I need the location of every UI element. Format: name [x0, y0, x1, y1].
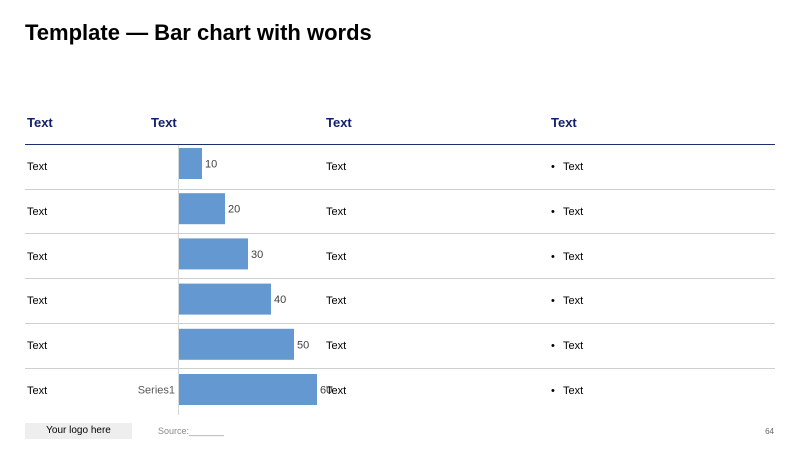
logo-placeholder: Your logo here	[25, 423, 132, 439]
row-6-col-1-text: Text	[27, 385, 48, 397]
row-2-bullet: •	[551, 206, 555, 218]
row-divider	[25, 233, 775, 234]
bar-3	[179, 238, 248, 270]
row-2-col-4-text: Text	[563, 206, 584, 218]
bar-2	[179, 193, 225, 225]
bar-value-label-6: 60	[320, 385, 332, 397]
column-header-2: Text	[151, 115, 177, 130]
row-4-col-4-text: Text	[563, 295, 584, 307]
row-5-col-1-text: Text	[27, 340, 48, 352]
column-header-4: Text	[551, 115, 577, 130]
chart-axis-line	[178, 145, 179, 415]
row-1-col-1-text: Text	[27, 161, 48, 173]
row-divider	[25, 278, 775, 279]
bar-value-label-1: 10	[205, 159, 217, 171]
row-3-bullet: •	[551, 251, 555, 263]
bar-value-label-5: 50	[297, 339, 309, 351]
series-name-label: Series1	[138, 385, 175, 397]
bar-value-label-4: 40	[274, 294, 286, 306]
row-divider	[25, 189, 775, 190]
row-4-bullet: •	[551, 295, 555, 307]
row-6-bullet: •	[551, 385, 555, 397]
row-2-col-1-text: Text	[27, 206, 48, 218]
bar-5	[179, 328, 294, 360]
row-2-col-3-text: Text	[326, 206, 347, 218]
row-4-col-3-text: Text	[326, 295, 347, 307]
row-1-col-4-text: Text	[563, 161, 584, 173]
row-6-col-3-text: Text	[326, 385, 347, 397]
header-divider	[25, 144, 775, 145]
column-header-1: Text	[27, 115, 53, 130]
row-3-col-3-text: Text	[326, 251, 347, 263]
row-6-col-4-text: Text	[563, 385, 584, 397]
source-note: Source:_______	[158, 426, 225, 436]
page-title: Template — Bar chart with words	[25, 20, 372, 45]
page-number: 64	[765, 427, 774, 436]
row-5-col-3-text: Text	[326, 340, 347, 352]
bar-value-label-2: 20	[228, 204, 240, 216]
row-3-col-1-text: Text	[27, 251, 48, 263]
bar-6	[179, 374, 317, 405]
bar-value-label-3: 30	[251, 249, 263, 261]
row-4-col-1-text: Text	[27, 295, 48, 307]
column-header-3: Text	[326, 115, 352, 130]
bar-1	[179, 148, 202, 179]
bar-4	[179, 283, 271, 315]
row-1-bullet: •	[551, 161, 555, 173]
row-divider	[25, 368, 775, 369]
row-3-col-4-text: Text	[563, 251, 584, 263]
row-5-bullet: •	[551, 340, 555, 352]
row-1-col-3-text: Text	[326, 161, 347, 173]
row-divider	[25, 323, 775, 324]
row-5-col-4-text: Text	[563, 340, 584, 352]
